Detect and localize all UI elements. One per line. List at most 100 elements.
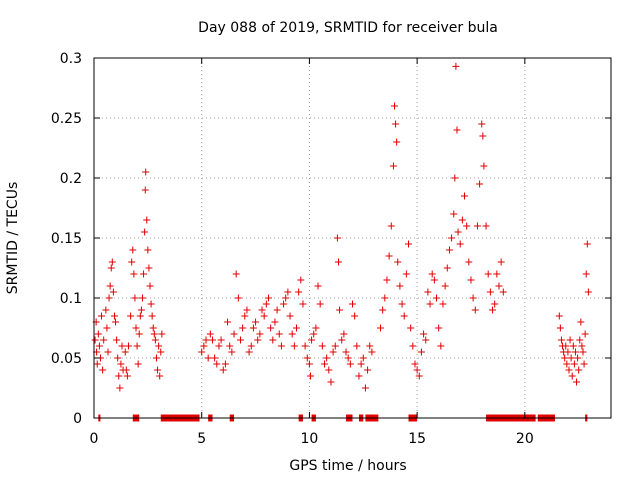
data-point xyxy=(206,330,214,338)
data-point xyxy=(303,354,311,362)
data-point xyxy=(144,246,152,254)
data-point xyxy=(295,288,303,296)
data-point xyxy=(445,246,453,254)
data-point xyxy=(467,276,475,284)
data-point xyxy=(277,342,285,350)
data-point xyxy=(318,342,326,350)
data-point xyxy=(145,264,153,272)
axes: 0 5 10 15 20 0 0.05 0.1 0.15 0.2 0.25 0.3 xyxy=(51,51,612,447)
data-point xyxy=(433,294,441,302)
data-point xyxy=(247,342,255,350)
data-point xyxy=(484,270,492,278)
data-point xyxy=(158,330,166,338)
data-point xyxy=(102,306,110,314)
data-point xyxy=(98,312,106,320)
data-point xyxy=(142,168,150,176)
data-point xyxy=(574,354,582,362)
data-point xyxy=(314,282,322,290)
data-point xyxy=(342,348,350,356)
data-point xyxy=(454,228,462,236)
data-point xyxy=(292,324,300,332)
data-point xyxy=(581,330,589,338)
data-point xyxy=(249,324,257,332)
data-point xyxy=(243,306,251,314)
data-point xyxy=(155,342,163,350)
data-point xyxy=(157,348,165,356)
data-point xyxy=(99,366,107,374)
data-point xyxy=(443,264,451,272)
data-point xyxy=(565,366,573,374)
data-point xyxy=(377,324,385,332)
y-tick-label: 0.05 xyxy=(51,351,82,367)
data-point xyxy=(379,306,387,314)
data-point xyxy=(103,324,111,332)
data-point xyxy=(109,288,117,296)
data-point xyxy=(136,312,144,320)
data-point xyxy=(338,336,346,344)
data-point xyxy=(561,354,569,362)
data-point xyxy=(422,336,430,344)
data-point xyxy=(584,288,592,296)
x-tick-label: 15 xyxy=(408,431,426,447)
data-point xyxy=(122,366,130,374)
data-point xyxy=(232,270,240,278)
data-point xyxy=(107,264,115,272)
data-point xyxy=(364,366,372,374)
data-point xyxy=(236,336,244,344)
data-point xyxy=(148,312,156,320)
data-point xyxy=(217,336,225,344)
data-point xyxy=(138,294,146,302)
data-point xyxy=(329,348,337,356)
data-point xyxy=(411,360,419,368)
data-point xyxy=(267,324,275,332)
chart-title: Day 088 of 2019, SRMTID for receiver bul… xyxy=(198,20,498,36)
data-point xyxy=(476,180,484,188)
data-point xyxy=(230,330,238,338)
y-tick-label: 0.1 xyxy=(60,291,82,307)
data-point xyxy=(580,360,588,368)
data-point xyxy=(465,258,473,266)
data-point xyxy=(140,270,148,278)
data-point xyxy=(577,318,585,326)
data-point xyxy=(566,336,574,344)
data-point xyxy=(579,348,587,356)
data-point xyxy=(437,342,445,350)
data-point xyxy=(91,336,99,344)
data-point xyxy=(368,348,376,356)
data-point xyxy=(349,300,356,308)
data-point xyxy=(308,336,316,344)
data-point xyxy=(152,354,160,362)
data-point xyxy=(361,384,369,392)
data-point xyxy=(478,120,486,128)
data-point xyxy=(306,372,314,380)
data-point xyxy=(407,324,415,332)
data-point xyxy=(420,330,428,338)
data-point xyxy=(299,300,307,308)
data-point xyxy=(269,336,277,344)
data-point xyxy=(118,342,126,350)
data-point xyxy=(463,222,471,230)
data-point xyxy=(156,372,164,380)
y-tick-label: 0.2 xyxy=(60,171,82,187)
data-point xyxy=(100,336,108,344)
data-point xyxy=(582,270,590,278)
data-points xyxy=(91,62,592,392)
data-point xyxy=(424,288,432,296)
data-point xyxy=(273,306,281,314)
data-point xyxy=(310,330,318,338)
data-point xyxy=(448,234,456,242)
data-point xyxy=(469,294,477,302)
data-point xyxy=(351,312,359,320)
data-point xyxy=(366,342,374,350)
data-point xyxy=(132,324,140,332)
data-point xyxy=(260,312,268,320)
data-point xyxy=(417,348,425,356)
data-point xyxy=(323,354,331,362)
data-point xyxy=(252,318,260,326)
data-point xyxy=(499,288,507,296)
data-point xyxy=(575,366,583,374)
data-point xyxy=(226,342,234,350)
data-point xyxy=(393,138,401,146)
data-point xyxy=(409,342,417,350)
data-point xyxy=(288,330,296,338)
